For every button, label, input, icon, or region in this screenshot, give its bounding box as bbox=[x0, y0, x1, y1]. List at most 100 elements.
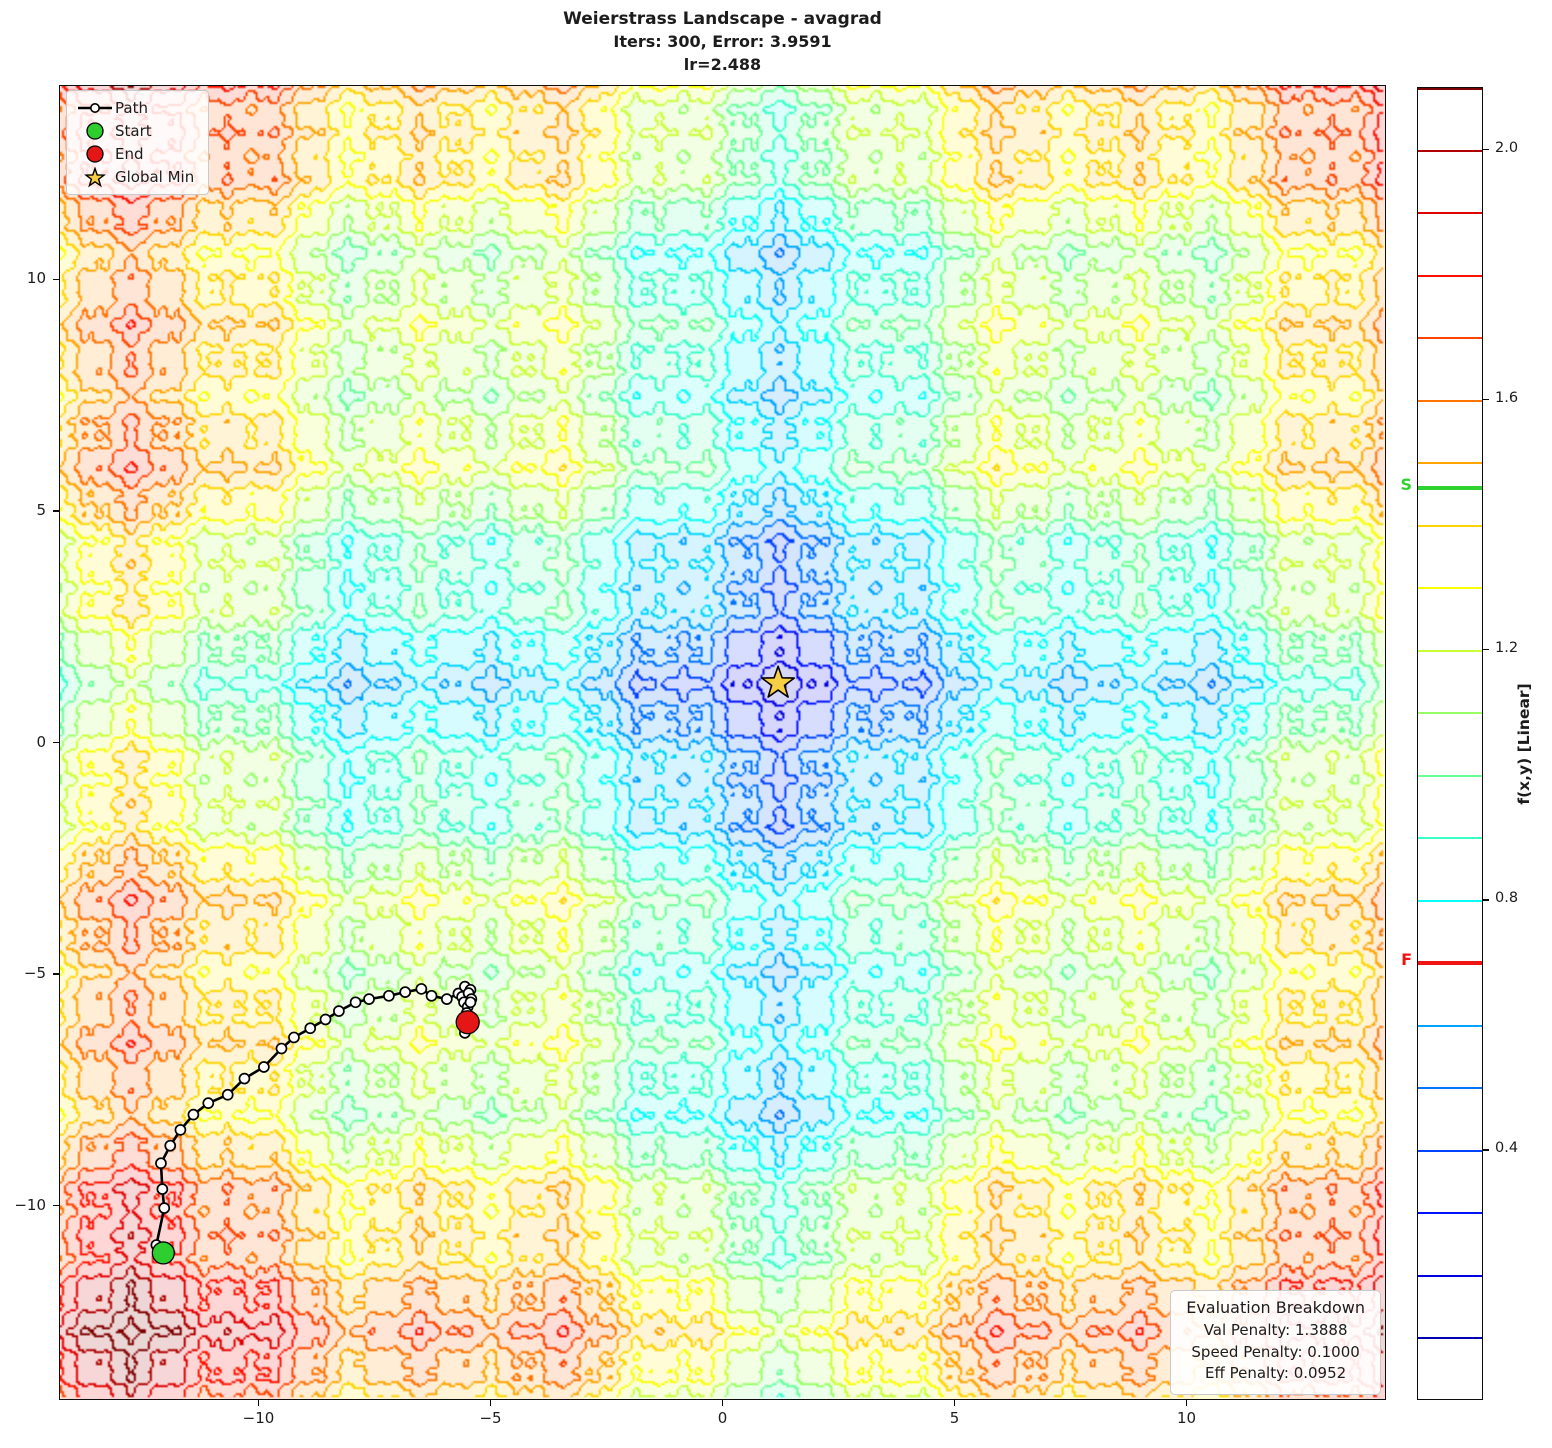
legend-label-start: Start bbox=[115, 121, 152, 140]
colorbar-level-line bbox=[1418, 212, 1482, 215]
x-tick-label: −5 bbox=[479, 1409, 502, 1427]
colorbar-axis-label: f(x,y) [Linear] bbox=[1515, 683, 1533, 805]
global-min-marker bbox=[761, 665, 795, 698]
path-point bbox=[158, 1202, 171, 1214]
colorbar bbox=[1417, 87, 1483, 1400]
colorbar-level-line bbox=[1418, 462, 1482, 465]
end-marker bbox=[455, 1010, 480, 1035]
path-icon bbox=[75, 101, 115, 115]
legend-item-global-min: Global Min bbox=[75, 165, 194, 188]
colorbar-start-level-line bbox=[1418, 486, 1482, 491]
colorbar-level-line bbox=[1418, 1024, 1482, 1027]
y-tick-label: 10 bbox=[26, 269, 46, 288]
path-point bbox=[258, 1061, 270, 1073]
path-point bbox=[363, 993, 375, 1005]
path-point bbox=[221, 1088, 234, 1101]
y-tick-mark bbox=[53, 973, 59, 975]
path-point bbox=[174, 1124, 187, 1136]
x-tick-label: 10 bbox=[1176, 1409, 1197, 1427]
colorbar-level-line bbox=[1418, 149, 1482, 152]
path-point bbox=[164, 1139, 177, 1152]
colorbar-level-line bbox=[1418, 712, 1482, 715]
colorbar-level-line bbox=[1418, 1087, 1482, 1090]
path-point bbox=[440, 993, 453, 1005]
path-point bbox=[415, 983, 428, 995]
colorbar-level-line bbox=[1418, 337, 1482, 340]
x-tick-mark bbox=[721, 1400, 724, 1406]
path-point bbox=[464, 996, 477, 1009]
y-tick-mark bbox=[53, 1204, 59, 1207]
eff-penalty: Eff Penalty: 0.0952 bbox=[1205, 1364, 1347, 1383]
colorbar-ticks: 2.0 1.6 1.2 0.8 0.4 bbox=[1483, 87, 1552, 1400]
x-tick-label: 5 bbox=[949, 1409, 960, 1427]
colorbar-level-line bbox=[1418, 774, 1482, 777]
colorbar-level-line bbox=[1418, 399, 1482, 402]
x-tick-mark bbox=[1185, 1400, 1188, 1406]
path-point bbox=[202, 1097, 215, 1109]
y-tick-mark bbox=[53, 278, 59, 281]
page-title: Weierstrass Landscape - avagrad Iters: 3… bbox=[59, 8, 1386, 76]
path-point bbox=[288, 1031, 300, 1044]
colorbar-level-line bbox=[1418, 88, 1482, 90]
y-tick-mark bbox=[53, 510, 59, 512]
path-point bbox=[156, 1183, 169, 1195]
y-tick-mark bbox=[53, 741, 59, 744]
start-marker bbox=[151, 1241, 175, 1265]
path-point bbox=[425, 989, 438, 1002]
x-tick-mark bbox=[489, 1400, 492, 1406]
x-tick-mark bbox=[953, 1400, 956, 1406]
path-point bbox=[275, 1042, 288, 1055]
colorbar-tick-mark bbox=[1483, 148, 1489, 151]
colorbar-tick-label: 2.0 bbox=[1495, 139, 1519, 156]
legend-item-start: Start bbox=[75, 119, 194, 142]
path-point bbox=[349, 996, 362, 1009]
colorbar-level-line bbox=[1418, 1274, 1482, 1277]
colorbar-tick-label: 1.6 bbox=[1495, 389, 1519, 406]
chart-subtitle-iters-error: Iters: 300, Error: 3.9591 bbox=[613, 32, 832, 52]
chart-subtitle-lr: lr=2.488 bbox=[683, 54, 762, 74]
legend-label-global-min: Global Min bbox=[115, 167, 195, 186]
legend: Path Start End Global Min bbox=[66, 90, 210, 195]
path-point bbox=[333, 1005, 345, 1017]
x-tick-label: 0 bbox=[717, 1409, 728, 1427]
colorbar-level-line bbox=[1418, 1337, 1482, 1340]
path-point bbox=[304, 1022, 317, 1035]
y-tick-label: −10 bbox=[14, 1195, 46, 1214]
colorbar-level-line bbox=[1418, 899, 1482, 902]
y-tick-label: 0 bbox=[36, 732, 46, 751]
y-tick-label: 5 bbox=[36, 500, 46, 519]
contour-plot-canvas bbox=[60, 86, 1385, 1399]
path-point bbox=[187, 1108, 200, 1121]
legend-item-path: Path bbox=[75, 96, 194, 119]
optimization-path-overlay bbox=[150, 665, 795, 1265]
evaluation-breakdown: Evaluation Breakdown Val Penalty: 1.3888… bbox=[1170, 1289, 1381, 1395]
legend-item-end: End bbox=[75, 142, 194, 165]
y-axis-ticks: −10 −5 0 5 10 bbox=[0, 85, 59, 1400]
colorbar-level-line bbox=[1418, 649, 1482, 652]
colorbar-end-label: F bbox=[1401, 950, 1412, 970]
colorbar-level-line bbox=[1418, 1399, 1482, 1400]
colorbar-tick-label: 1.2 bbox=[1495, 639, 1519, 656]
colorbar-tick-label: 0.4 bbox=[1495, 1139, 1519, 1156]
path-point bbox=[383, 989, 395, 1002]
colorbar-level-line bbox=[1418, 587, 1482, 590]
path-point bbox=[319, 1013, 332, 1026]
path-point bbox=[399, 986, 412, 998]
end-icon bbox=[75, 144, 115, 164]
val-penalty: Val Penalty: 1.3888 bbox=[1203, 1320, 1348, 1339]
evaluation-breakdown-title: Evaluation Breakdown bbox=[1186, 1297, 1365, 1317]
colorbar-level-line bbox=[1418, 1212, 1482, 1215]
colorbar-tick-mark bbox=[1483, 899, 1489, 901]
colorbar-level-line bbox=[1418, 274, 1482, 277]
colorbar-tick-mark bbox=[1483, 1149, 1489, 1151]
colorbar-start-label: S bbox=[1400, 475, 1412, 495]
plot-area: Path Start End Global Min bbox=[59, 85, 1386, 1400]
colorbar-end-level-line bbox=[1418, 961, 1482, 966]
colorbar-tick-mark bbox=[1483, 398, 1489, 401]
path-point bbox=[155, 1157, 167, 1170]
colorbar-level-line bbox=[1418, 524, 1482, 527]
x-tick-label: −10 bbox=[242, 1409, 275, 1427]
path-point bbox=[238, 1072, 251, 1085]
start-icon bbox=[75, 121, 115, 141]
